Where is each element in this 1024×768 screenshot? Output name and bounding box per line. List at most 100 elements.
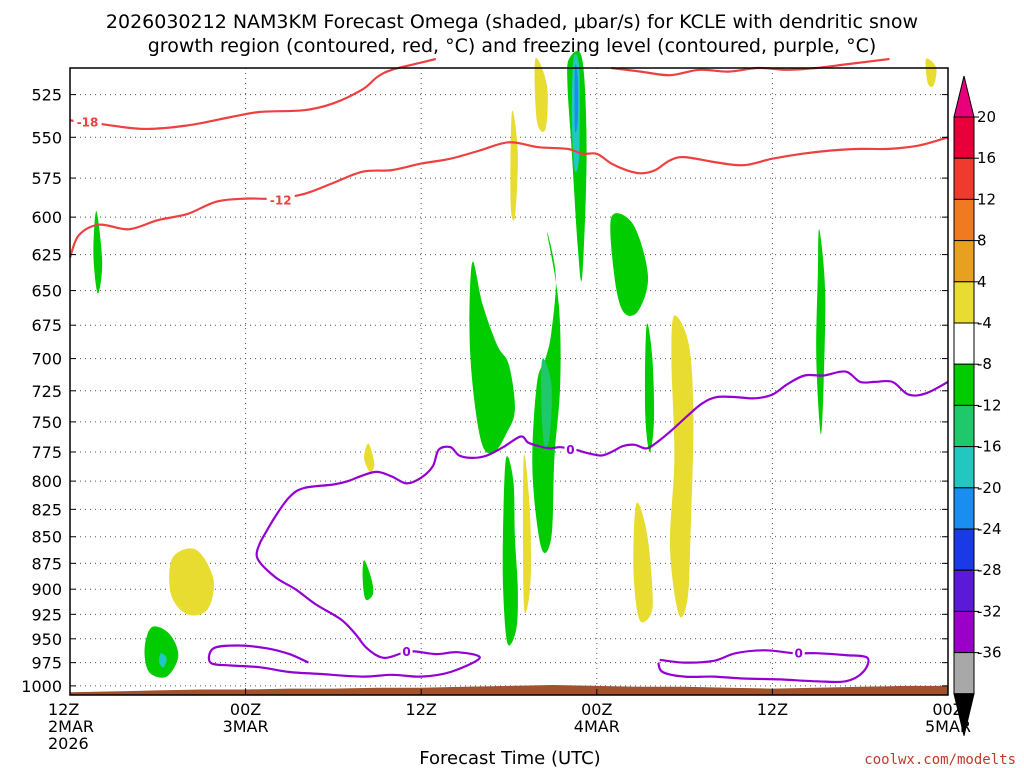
y-tick-label: 600 — [31, 208, 62, 227]
omega-shade-region — [159, 653, 167, 668]
omega-shade-region — [574, 64, 579, 133]
dgz-contour-label: -18 — [77, 116, 99, 130]
chart-title-line2: growth region (contoured, red, °C) and f… — [148, 35, 877, 57]
omega-shade-region — [502, 456, 518, 646]
y-tick-label: 725 — [31, 382, 62, 401]
freezing-level-contour — [657, 649, 870, 684]
y-tick-label: 875 — [31, 554, 62, 573]
y-tick-label: 950 — [31, 630, 62, 649]
colorbar-swatch — [953, 116, 975, 159]
dgz-contour-label: -12 — [270, 194, 292, 208]
chart-title: 2026030212 NAM3KM Forecast Omega (shaded… — [106, 11, 918, 33]
colorbar-label: -16 — [977, 438, 1002, 456]
colorbar-label: -28 — [977, 561, 1002, 579]
y-tick-label: 800 — [31, 472, 62, 491]
colorbar-swatch — [953, 363, 975, 406]
x-tick-label: 00Z — [932, 700, 963, 719]
freezing-level-contour-label: 0 — [402, 645, 410, 659]
y-tick-label: 900 — [31, 580, 62, 599]
x-tick-label: 12Z — [757, 700, 788, 719]
colorbar-swatch — [953, 404, 975, 448]
y-tick-label: 575 — [31, 169, 62, 188]
x-tick-label: 2026 — [48, 734, 89, 753]
omega-shade-region — [925, 58, 937, 87]
dgz-contour — [611, 57, 890, 77]
colorbar-label: -20 — [977, 479, 1002, 497]
y-tick-label: 700 — [31, 350, 62, 369]
colorbar-label: 8 — [977, 232, 987, 250]
colorbar-label: -36 — [977, 644, 1002, 662]
y-tick-label: 925 — [31, 605, 62, 624]
omega-shading — [93, 50, 937, 678]
ground-surface — [70, 685, 948, 695]
y-tick-label: 775 — [31, 443, 62, 462]
omega-shade-region — [522, 454, 532, 614]
y-tick-label: 825 — [31, 500, 62, 519]
colorbar-label: -24 — [977, 520, 1002, 538]
omega-shade-region — [362, 560, 374, 601]
colorbar-swatch — [953, 610, 975, 654]
y-axis-ticks: 525 550 575 600 625 650 675 700 725 750 775 800 825 8… — [21, 86, 948, 696]
freezing-level-contour-label: 0 — [566, 443, 574, 457]
y-tick-label: 625 — [31, 246, 62, 265]
colorbar-label: -8 — [977, 355, 992, 373]
x-tick-label: 00Z — [230, 700, 261, 719]
omega-shade-region — [644, 323, 655, 453]
colorbar-swatch — [953, 446, 975, 489]
y-tick-label: 675 — [31, 316, 62, 335]
colorbar-swatch — [953, 240, 975, 283]
colorbar-swatch — [953, 487, 975, 530]
x-tick-label: 4MAR — [574, 717, 620, 736]
colorbar-label: 4 — [977, 273, 987, 291]
colorbar-swatch — [953, 569, 975, 612]
freezing-level-contour-label: 0 — [795, 647, 803, 661]
colorbar-label: 16 — [977, 149, 996, 167]
colorbar-swatch — [953, 281, 975, 324]
x-tick-label: 12Z — [406, 700, 437, 719]
y-tick-label: 850 — [31, 528, 62, 547]
colorbar-label: -12 — [977, 396, 1002, 414]
dgz-contour — [68, 136, 949, 258]
x-tick-label: 2MAR — [48, 717, 94, 736]
y-tick-label: 525 — [31, 86, 62, 105]
colorbar-label: 20 — [977, 108, 996, 126]
omega-shade-region — [633, 502, 653, 623]
omega-shade-region — [534, 58, 548, 132]
freezing-level-contour — [207, 541, 481, 678]
y-tick-label: 975 — [31, 654, 62, 673]
x-tick-label: 5MAR — [925, 717, 971, 736]
colorbar-top-arrow — [953, 75, 975, 118]
freezing-level-contour-label-bg — [564, 442, 577, 457]
omega-shade-region — [669, 315, 694, 618]
colorbar-label: -32 — [977, 602, 1002, 620]
colorbar-swatch — [953, 157, 975, 200]
colorbar-bottom-arrow — [953, 693, 975, 736]
omega-shade-region — [510, 110, 518, 221]
x-tick-label: 3MAR — [223, 717, 269, 736]
x-axis-label: Forecast Time (UTC) — [419, 748, 600, 768]
colorbar-label: -4 — [977, 314, 992, 332]
omega-shade-region — [541, 358, 552, 449]
freezing-level-contour-label-bg — [400, 644, 413, 659]
y-tick-label: 750 — [31, 413, 62, 432]
plot-area — [69, 67, 949, 696]
x-tick-label: 12Z — [48, 700, 79, 719]
y-tick-label: 550 — [31, 128, 62, 147]
omega-shade-region — [93, 210, 103, 294]
credit-text: coolwx.com/modelts — [864, 752, 1016, 768]
omega-shade-region — [169, 548, 214, 616]
dgz-contour-label-bg — [266, 193, 295, 208]
colorbar-swatch — [953, 528, 975, 571]
dgz-contour-label-bg — [73, 115, 102, 130]
omega-shade-region — [816, 229, 826, 435]
freezing-level-contour-label-bg — [792, 646, 805, 661]
omega-shade-region — [144, 626, 179, 678]
colorbar: 20 16 12 8 4 -4 -8 -12 -16 -20 -24 -28 -32 -36 — [953, 75, 1002, 736]
colorbar-swatch — [953, 652, 975, 695]
colorbar-label: 12 — [977, 190, 996, 208]
omega-shade-region — [610, 213, 649, 316]
colorbar-swatch — [953, 322, 975, 365]
y-tick-label: 1000 — [21, 677, 62, 696]
freezing-level-contour — [259, 370, 949, 543]
